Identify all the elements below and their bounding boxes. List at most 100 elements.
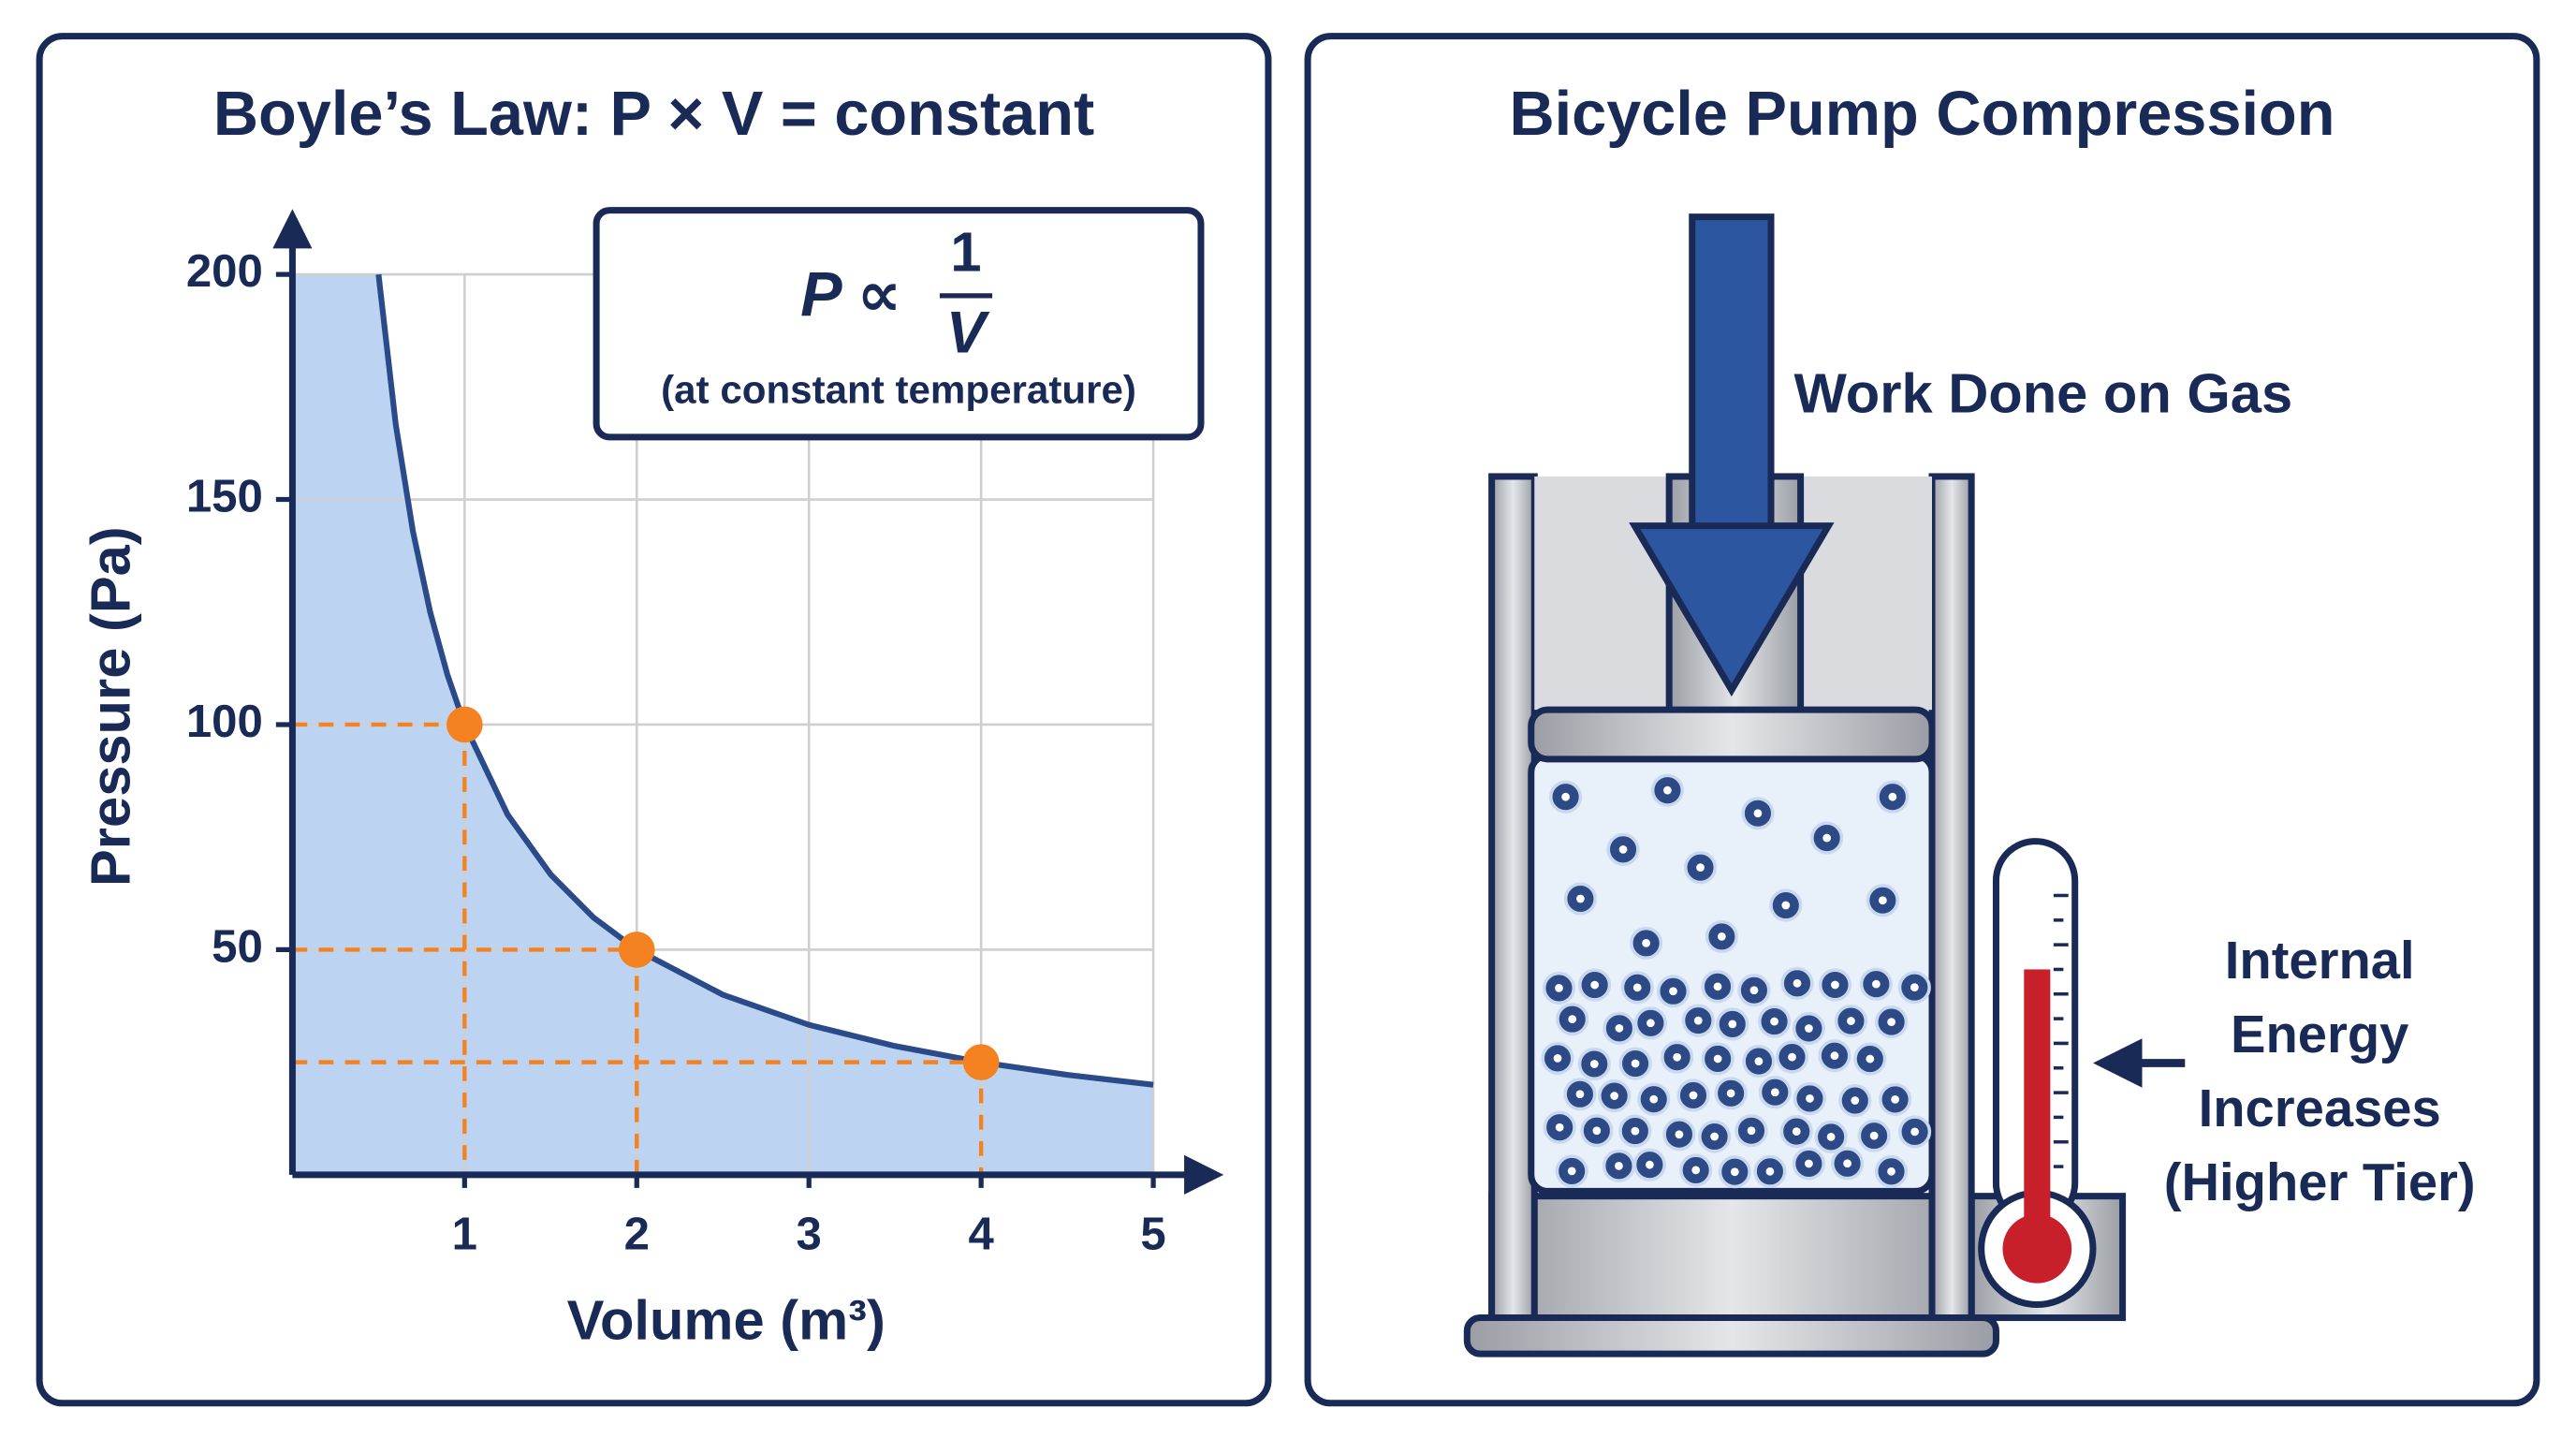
thermometer-column: [2024, 969, 2051, 1253]
particle-highlight: [1792, 1127, 1801, 1136]
particle-highlight: [1669, 987, 1677, 996]
particle-highlight: [1615, 1023, 1624, 1033]
curve: [375, 273, 1154, 1088]
particle-highlight: [1663, 785, 1672, 795]
particle-highlight: [1713, 982, 1722, 991]
particle-highlight: [1770, 1088, 1779, 1097]
particle-highlight: [1753, 809, 1763, 818]
particle-highlight: [1717, 932, 1726, 941]
data-point: [618, 932, 655, 968]
particle-highlight: [1781, 901, 1791, 910]
particle-highlight: [1754, 1057, 1764, 1065]
particle-highlight: [1649, 1094, 1659, 1104]
formula-box: [593, 207, 1205, 441]
particle-highlight: [1869, 1131, 1879, 1140]
particle-highlight: [1645, 1160, 1654, 1169]
particle-highlight: [1553, 1054, 1562, 1063]
x-tick-label: 2: [624, 1210, 650, 1260]
particle-highlight: [1730, 1167, 1739, 1177]
x-tick-label: 1: [452, 1210, 477, 1260]
energy-label-line: Internal: [2225, 931, 2415, 990]
x-axis-title: Volume (m³): [567, 1288, 886, 1351]
particle-highlight: [1806, 1094, 1814, 1103]
formula-denominator: V: [946, 300, 990, 365]
pump: [1463, 213, 2186, 1357]
particle-highlight: [1632, 983, 1642, 992]
particle-highlight: [1693, 1016, 1703, 1025]
particle-highlight: [1673, 1052, 1682, 1062]
cylinder-base: [1488, 1193, 1975, 1322]
particle-highlight: [1831, 980, 1839, 990]
y-tick-label: 100: [186, 697, 263, 747]
particle-highlight: [1592, 1126, 1602, 1136]
particle-highlight: [1851, 1096, 1860, 1105]
particle-highlight: [1696, 863, 1705, 873]
x-tick-label: 5: [1140, 1210, 1165, 1260]
formula-note: (at constant temperature): [661, 368, 1136, 412]
piston: [1528, 706, 1936, 763]
y-tick-label: 50: [212, 921, 263, 972]
particle-highlight: [1788, 1052, 1796, 1062]
particle-highlight: [1675, 1130, 1684, 1139]
x-tick-label: 3: [797, 1210, 822, 1260]
particle-highlight: [1888, 792, 1897, 801]
x-tick-label: 4: [968, 1210, 994, 1260]
data-point: [962, 1044, 1000, 1080]
particle-highlight: [1747, 1126, 1756, 1136]
particle-highlight: [1726, 1089, 1735, 1098]
particle-highlight: [1843, 1159, 1852, 1168]
particle-highlight: [1866, 1054, 1875, 1064]
pump-title: Bicycle Pump Compression: [1509, 80, 2334, 149]
particle-highlight: [1575, 1090, 1585, 1099]
energy-label-line: Increases: [2199, 1078, 2441, 1137]
energy-label: Internal Energy Increases (Higher Tier): [2164, 931, 2476, 1211]
formula: P ∝: [800, 260, 901, 330]
particle-highlight: [1689, 1091, 1698, 1100]
particle-highlight: [1610, 1092, 1619, 1100]
particle-highlight: [1555, 984, 1563, 992]
particle-highlight: [1805, 1159, 1813, 1168]
particle-highlight: [1647, 1019, 1655, 1028]
gas-particles: [1541, 773, 1932, 1189]
particle-highlight: [1713, 1054, 1722, 1064]
particle-highlight: [1910, 1127, 1920, 1137]
particle-highlight: [1710, 1132, 1720, 1141]
plot: [292, 272, 1155, 1175]
formula-numerator: 1: [950, 221, 981, 284]
particle-highlight: [1887, 1167, 1895, 1176]
particle-highlight: [1589, 1060, 1599, 1068]
particle-highlight: [1765, 1167, 1775, 1176]
particle-highlight: [1830, 1051, 1839, 1061]
thermometer-bulb-fill: [2002, 1213, 2072, 1284]
data-point: [446, 706, 483, 743]
force-label: Work Done on Gas: [1794, 361, 2293, 424]
particle-highlight: [1561, 792, 1570, 801]
particle-highlight: [1590, 980, 1600, 990]
particle-highlight: [1871, 979, 1881, 989]
particle-highlight: [1891, 1095, 1900, 1104]
particle-highlight: [1615, 1161, 1623, 1170]
particle-highlight: [1631, 1126, 1640, 1136]
particle-highlight: [1567, 1167, 1576, 1176]
particle-highlight: [1826, 1132, 1836, 1141]
particle-highlight: [1878, 896, 1887, 905]
particle-highlight: [1618, 844, 1628, 854]
particle-highlight: [1555, 1123, 1564, 1132]
thermometer-scale: [2053, 893, 2069, 1168]
particle-highlight: [1770, 1017, 1778, 1026]
y-tick-label: 150: [186, 472, 263, 522]
particle-highlight: [1642, 938, 1650, 947]
particle-highlight: [1728, 1020, 1737, 1029]
y-axis-title: Pressure (Pa): [80, 526, 142, 887]
energy-label-line: Energy: [2231, 1005, 2408, 1064]
energy-label-line: (Higher Tier): [2164, 1152, 2476, 1211]
particle-highlight: [1822, 833, 1832, 843]
particle-highlight: [1887, 1018, 1896, 1026]
cylinder-wall: [1928, 473, 1975, 1322]
force-arrow-head: [1629, 522, 1835, 697]
particle-highlight: [1631, 1059, 1640, 1068]
particle-highlight: [1805, 1024, 1813, 1033]
chart-title: Boyle’s Law: P × V = constant: [213, 80, 1094, 149]
